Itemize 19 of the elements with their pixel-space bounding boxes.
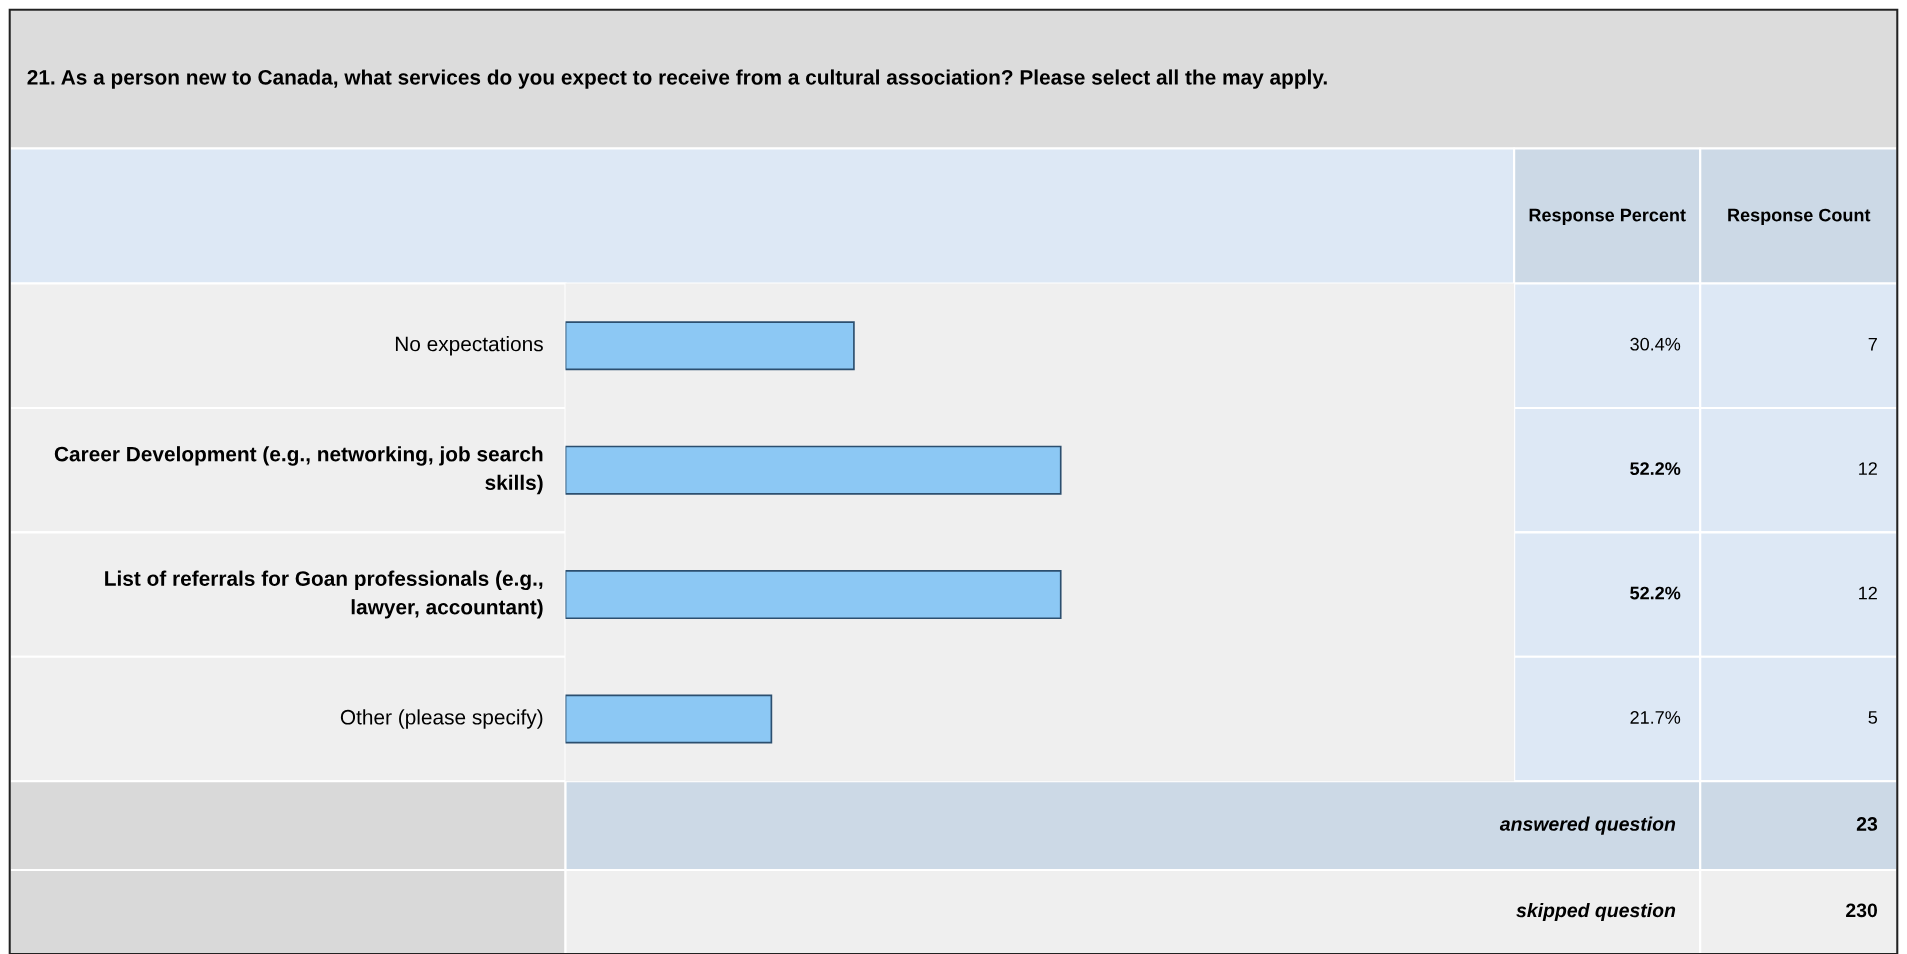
y-tick-label: Career Development (e.g., networking, job search skills) xyxy=(54,446,543,495)
data-label: 52.2% xyxy=(1630,462,1681,475)
text: 23 xyxy=(1856,817,1878,831)
text: answered question xyxy=(1499,816,1676,835)
text: 7 xyxy=(1868,337,1877,351)
data-label: 52.2% xyxy=(1630,586,1681,600)
text: Response Count xyxy=(1728,208,1871,226)
data-label: 21.7% xyxy=(1630,711,1681,724)
text: 12 xyxy=(1859,586,1877,600)
chart-title: 21. As a person new to Canada, what services do you expect to receive from a cultural association? Please select all the may apply. xyxy=(27,69,1327,89)
text: Response Percent xyxy=(1529,208,1686,226)
text: skipped question xyxy=(1516,902,1676,922)
y-tick-label: Other (please specify) xyxy=(340,709,543,729)
data-label: 30.4% xyxy=(1630,337,1681,351)
text: 12 xyxy=(1859,462,1877,475)
text: 5 xyxy=(1868,711,1878,724)
y-tick-label: List of referrals for Goan professionals (e.g., lawyer, accountant) xyxy=(105,570,543,619)
text: 230 xyxy=(1846,903,1878,918)
y-tick-label: No expectations xyxy=(395,336,543,356)
